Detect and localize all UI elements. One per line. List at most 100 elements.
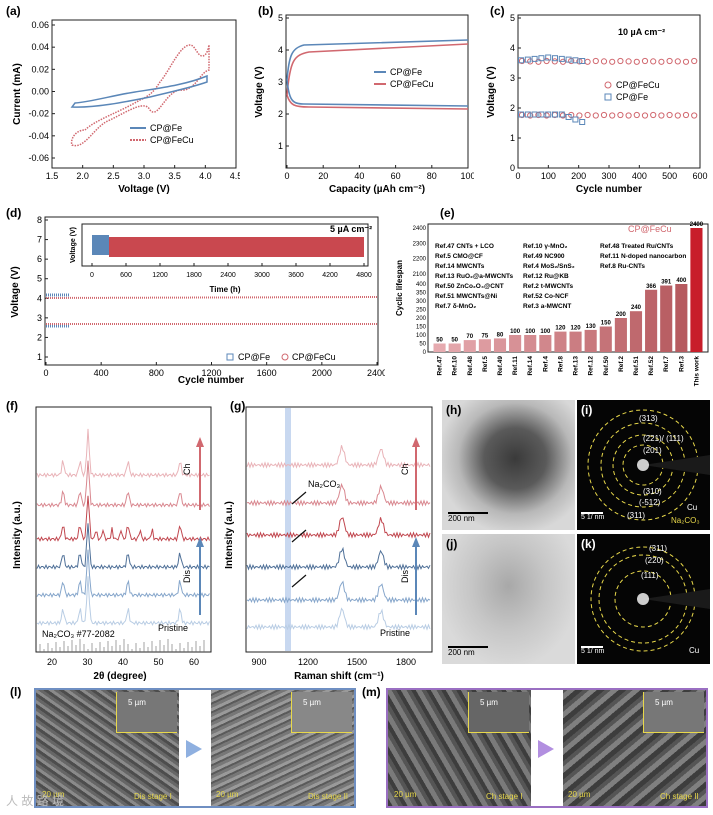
e-category: Ref.8 xyxy=(557,356,564,372)
e-category: Ref.12 xyxy=(588,356,595,376)
g-xtick: 1500 xyxy=(347,657,367,667)
g-ch-label: Ch xyxy=(400,463,410,475)
e-ref-entry: Ref.48 Treated Ru/CNTs xyxy=(600,243,674,250)
c-point-fecu-discharge xyxy=(625,112,632,119)
c-ytick: 3 xyxy=(510,73,515,83)
e-ref-entry: Ref.50 ZnCo₂O₄@CNT xyxy=(435,283,504,290)
m-scale-big-1: 20 µm xyxy=(394,790,417,799)
m-scale-small-1: 5 µm xyxy=(480,698,498,707)
f-xtick: 20 xyxy=(47,657,57,667)
g-dis-label: Dis xyxy=(400,570,410,583)
c-point-fecu-charge xyxy=(584,58,591,65)
c-point-fecu-charge xyxy=(609,58,616,65)
e-category: Ref.7 xyxy=(663,356,670,372)
c-point-fe-discharge xyxy=(565,114,572,120)
panel-f: (f) 20 30 40 50 60 Dis Ch Pristine Na₂CO₃ #7… xyxy=(0,395,215,685)
vc-ylabel: Voltage (V) xyxy=(254,66,265,117)
j-scale: 200 nm xyxy=(448,648,475,657)
e-bar xyxy=(448,343,461,352)
c-point-fe-charge xyxy=(572,57,579,64)
g-annotation: Na₂CO₃ xyxy=(308,479,340,489)
l-stage1: Dis stage I xyxy=(134,792,172,801)
c-ytick: 2 xyxy=(510,103,515,113)
e-bar-value: 130 xyxy=(586,324,597,330)
e-category: Ref.2 xyxy=(618,356,625,372)
c-point-fe-charge xyxy=(531,55,538,62)
panel-h-label: (h) xyxy=(446,403,462,417)
d-ytick: 2 xyxy=(37,332,42,342)
d-annotation: 5 µA cm⁻² xyxy=(330,224,372,234)
l-scale-small-2: 5 µm xyxy=(303,698,321,707)
e-ref-entry: Ref.49 NC900 xyxy=(523,253,565,260)
a-ytick: 0.00 xyxy=(31,87,49,97)
d-xtick: 1200 xyxy=(201,368,221,378)
e-ytick: 2300 xyxy=(413,241,427,247)
e-ytick: 350 xyxy=(416,291,427,297)
k-ring-1: (220) xyxy=(645,556,664,565)
d-inset-xtick: 4800 xyxy=(356,272,372,279)
d-ytick: 3 xyxy=(37,313,42,323)
e-bar xyxy=(509,335,522,352)
c-legend-fecu: CP@FeCu xyxy=(616,80,660,90)
f-dis-label: Dis xyxy=(182,570,192,583)
c-point-fe-charge xyxy=(579,58,586,64)
cycling-chart-c: 0 100 200 300 400 500 600 5 4 3 2 1 0 10 µA cm⁻² CP@… xyxy=(486,13,708,195)
k-ring-0: (311) xyxy=(649,544,668,553)
c-point-fe-discharge xyxy=(531,111,538,118)
e-ytick: 100 xyxy=(416,333,427,339)
d-inset-xtick: 4200 xyxy=(322,272,338,279)
c-point-fe-discharge xyxy=(538,111,545,118)
a-ytick: 0.06 xyxy=(31,20,49,30)
e-ref-entry: Ref.10 γ-MnO₂ xyxy=(523,243,568,250)
b-ytick: 4 xyxy=(278,45,283,55)
e-bar xyxy=(463,340,476,352)
a-xtick: 4.0 xyxy=(199,171,212,181)
e-category: Ref.13 xyxy=(573,356,580,376)
e-ref-entry: Ref.3 a-MWCNT xyxy=(523,303,571,310)
d-inset-xtick: 2400 xyxy=(220,272,236,279)
c-point-fecu-charge xyxy=(658,58,665,65)
e-ylabel: Cyclic lifespan xyxy=(395,260,404,316)
c-point-fecu-charge xyxy=(625,58,632,65)
e-ref-entry: Ref.8 Ru-CNTs xyxy=(600,263,645,270)
f-xtick: 30 xyxy=(82,657,92,667)
e-ytick: 2400 xyxy=(413,226,427,232)
e-category: Ref.10 xyxy=(452,356,459,376)
c-point-fe-discharge xyxy=(572,116,579,123)
d-ytick: 6 xyxy=(37,254,42,264)
voltage-capacity-chart: 0 20 40 60 80 100 5 4 3 2 1 CP@Fe CP@FeCu Capacity… xyxy=(254,13,476,195)
cv-xlabel: Voltage (V) xyxy=(118,184,169,195)
e-bar-value: 391 xyxy=(661,280,672,286)
c-xtick: 300 xyxy=(601,171,616,181)
c-point-fecu-charge xyxy=(682,58,690,65)
panel-m: 5 µm 5 µm 20 µm 20 µm Ch stage I Ch stag… xyxy=(386,688,708,808)
panel-k-label: (k) xyxy=(581,537,596,551)
c-point-fecu-charge xyxy=(666,57,673,65)
c-point-fecu-discharge xyxy=(682,111,690,119)
f-xtick: 50 xyxy=(153,657,163,667)
d-inset-xtick: 3600 xyxy=(288,272,304,279)
c-ylabel: Voltage (V) xyxy=(486,66,497,117)
e-bar xyxy=(539,335,552,352)
e-ytick: 50 xyxy=(419,342,426,348)
l-scale-big-1: 20 µm xyxy=(42,790,65,799)
c-ytick: 1 xyxy=(510,133,515,143)
f-xtick: 60 xyxy=(189,657,199,667)
g-xtick: 1200 xyxy=(298,657,318,667)
k-tag-cu: Cu xyxy=(689,646,700,655)
e-category: Ref.14 xyxy=(527,356,534,376)
c-xtick: 0 xyxy=(515,171,520,181)
raman-chart: 900 1200 1500 1800 Na₂CO₃ Dis Ch Pristine R… xyxy=(224,406,433,682)
e-bar xyxy=(690,228,703,352)
e-category: Ref.49 xyxy=(497,356,504,376)
raman-spectrum xyxy=(246,607,431,631)
c-point-fe-discharge xyxy=(524,111,531,118)
c-point-fecu-discharge xyxy=(576,112,583,119)
d-ytick: 8 xyxy=(37,215,42,225)
k-ring-2: (111) xyxy=(641,571,659,580)
i-ring-3: (310) xyxy=(643,487,662,496)
panel-l-label: (l) xyxy=(10,685,22,699)
panel-h-tem: (h) 200 nm xyxy=(442,400,575,530)
e-bar-value: 50 xyxy=(451,338,458,344)
a-ytick: 0.02 xyxy=(31,64,49,74)
